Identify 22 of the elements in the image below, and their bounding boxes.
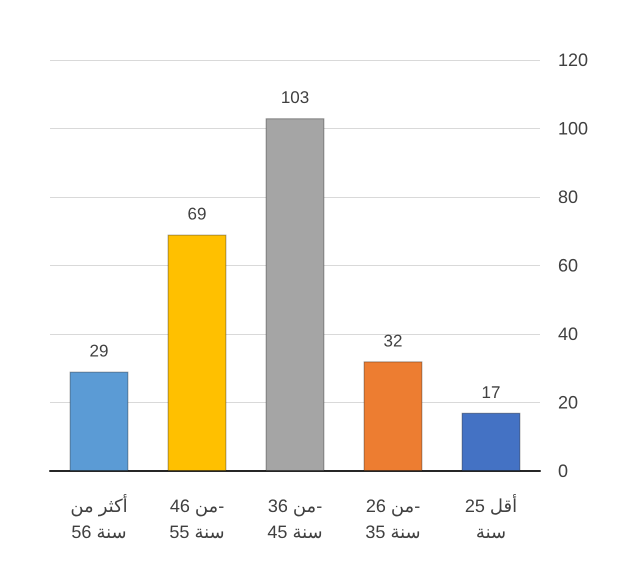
x-tick-label: من 26- 35 سنة (365, 496, 421, 542)
y-tick-label: 120 (558, 50, 588, 70)
x-tick-label: أقل 25 سنة (464, 494, 518, 542)
data-label: 17 (482, 382, 500, 402)
bar (462, 412, 520, 471)
y-tick-label: 80 (558, 187, 578, 207)
x-tick-label: من 36- 45 سنة (267, 496, 323, 542)
x-tick-label: من 46- 55 سنة (169, 496, 225, 542)
bar (70, 372, 128, 471)
y-tick-label: 20 (558, 392, 578, 412)
data-label: 103 (280, 88, 310, 108)
y-tick-label: 100 (558, 118, 588, 138)
y-tick-label: 0 (558, 461, 568, 481)
y-tick-label: 60 (558, 256, 578, 276)
data-label: 69 (188, 204, 206, 224)
bar (168, 234, 226, 471)
y-tick-label: 40 (558, 324, 578, 344)
data-label: 29 (90, 342, 108, 361)
bar (266, 118, 324, 471)
x-tick-label: أكثر من 56 سنة (70, 494, 128, 542)
data-label: 32 (384, 331, 402, 350)
bar (364, 361, 422, 471)
